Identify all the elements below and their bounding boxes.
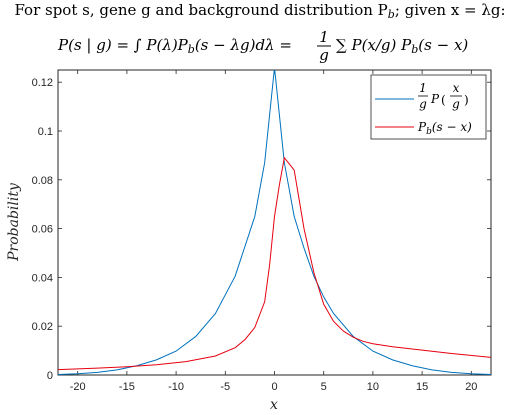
x-tick-label: 20 xyxy=(465,381,477,393)
x-tick-label: -20 xyxy=(70,381,86,393)
svg-text:P: P xyxy=(430,92,440,106)
y-axis-ticks: 0 0.02 0.04 0.06 0.08 0.1 0.12 xyxy=(32,77,491,382)
y-tick-label: 0.1 xyxy=(38,126,53,138)
legend-entry-series-1: 1 g P ( x g ) xyxy=(418,81,469,111)
x-axis-ticks: -20 -15 -10 -5 0 5 10 15 20 xyxy=(70,70,477,393)
svg-text:x: x xyxy=(453,81,460,95)
series-line-1 xyxy=(58,70,491,375)
series-line-2 xyxy=(58,156,491,371)
x-tick-label: -5 xyxy=(220,381,230,393)
x-tick-label: -10 xyxy=(168,381,184,393)
svg-text:(: ( xyxy=(441,93,446,107)
x-tick-label: 5 xyxy=(321,381,327,393)
legend: 1 g P ( x g ) Pb(s − x) xyxy=(370,74,487,140)
svg-text:1: 1 xyxy=(319,28,329,46)
svg-text:g: g xyxy=(319,46,329,64)
x-tick-label: 10 xyxy=(367,381,379,393)
y-tick-label: 0.04 xyxy=(32,272,53,284)
y-tick-label: 0 xyxy=(47,370,53,382)
series-layer xyxy=(58,70,491,375)
x-tick-label: -15 xyxy=(119,381,135,393)
svg-text:g: g xyxy=(419,97,427,111)
title-line-1: For spot s, gene g and background distri… xyxy=(14,1,505,21)
x-axis-label: x xyxy=(270,397,278,413)
y-axis-label: Probability xyxy=(6,182,22,262)
y-tick-label: 0.06 xyxy=(32,224,53,236)
x-tick-label: 15 xyxy=(416,381,428,393)
svg-text:): ) xyxy=(464,93,469,107)
chart-title: For spot s, gene g and background distri… xyxy=(14,1,505,64)
svg-text:1: 1 xyxy=(419,81,427,95)
svg-text:g: g xyxy=(452,97,460,111)
legend-box xyxy=(370,74,487,140)
x-tick-label: 0 xyxy=(271,381,277,393)
y-tick-label: 0.02 xyxy=(32,321,53,333)
title-formula-rhs: ∑ P(x/g) Pb(s − x) xyxy=(336,36,468,56)
title-line-2: P(s | g) = ∫ P(λ)Pb(s − λg)dλ = 1 g ∑ P(… xyxy=(57,28,468,64)
title-formula-lhs: P(s | g) = ∫ P(λ)Pb(s − λg)dλ = xyxy=(57,36,292,56)
y-tick-label: 0.12 xyxy=(32,77,53,89)
y-tick-label: 0.08 xyxy=(32,175,53,187)
